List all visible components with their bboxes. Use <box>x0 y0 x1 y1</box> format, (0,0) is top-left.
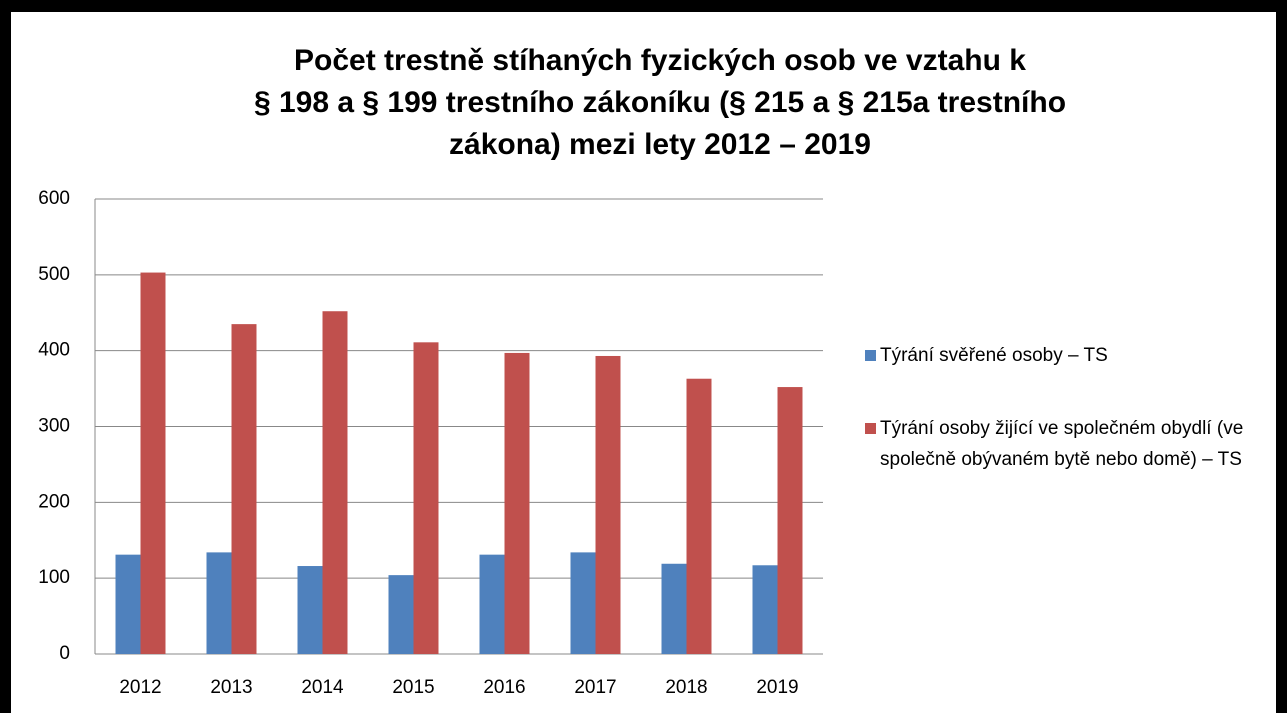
legend-swatch <box>865 350 876 361</box>
bar <box>661 563 687 654</box>
x-tick-label: 2015 <box>392 677 434 698</box>
bar <box>206 552 232 654</box>
legend-entry: Týrání osoby žijící ve společném obydlí … <box>865 413 1275 475</box>
bar <box>388 575 414 654</box>
chart-title: Počet trestně stíhaných fyzických osob v… <box>294 44 1026 77</box>
bar <box>595 355 621 654</box>
bar <box>752 565 778 654</box>
chart-title: § 198 a § 199 trestního zákoníku (§ 215 … <box>254 86 1066 119</box>
y-tick-label: 300 <box>38 416 70 437</box>
bar <box>322 311 348 654</box>
x-tick-label: 2016 <box>483 677 525 698</box>
bar <box>504 352 530 654</box>
y-tick-label: 500 <box>38 264 70 285</box>
bar <box>140 272 166 654</box>
legend-label: Týrání svěřené osoby – TS <box>880 345 1108 366</box>
bar <box>115 554 141 654</box>
legend-label: Týrání osoby žijící ve společném obydlí … <box>880 418 1244 470</box>
y-tick-label: 100 <box>38 567 70 588</box>
x-tick-label: 2014 <box>301 677 344 698</box>
bar <box>686 378 712 654</box>
bar <box>413 342 439 654</box>
chart-title: zákona) mezi lety 2012 – 2019 <box>449 128 871 161</box>
x-tick-label: 2013 <box>210 677 252 698</box>
y-tick-label: 600 <box>38 188 70 209</box>
legend-swatch <box>865 423 876 434</box>
legend-entry: Týrání svěřené osoby – TS <box>865 340 1275 371</box>
x-tick-label: 2012 <box>119 677 161 698</box>
x-tick-label: 2018 <box>665 677 707 698</box>
bar <box>570 552 596 654</box>
bar <box>479 554 505 654</box>
legend: Týrání svěřené osoby – TS Týrání osoby ži… <box>865 340 1275 517</box>
y-tick-label: 400 <box>38 340 70 361</box>
bar <box>231 324 257 654</box>
y-tick-label: 200 <box>38 491 70 512</box>
x-tick-label: 2019 <box>756 677 798 698</box>
bar <box>777 387 803 654</box>
x-tick-label: 2017 <box>574 677 616 698</box>
bar <box>297 566 323 654</box>
y-tick-label: 0 <box>59 643 70 664</box>
